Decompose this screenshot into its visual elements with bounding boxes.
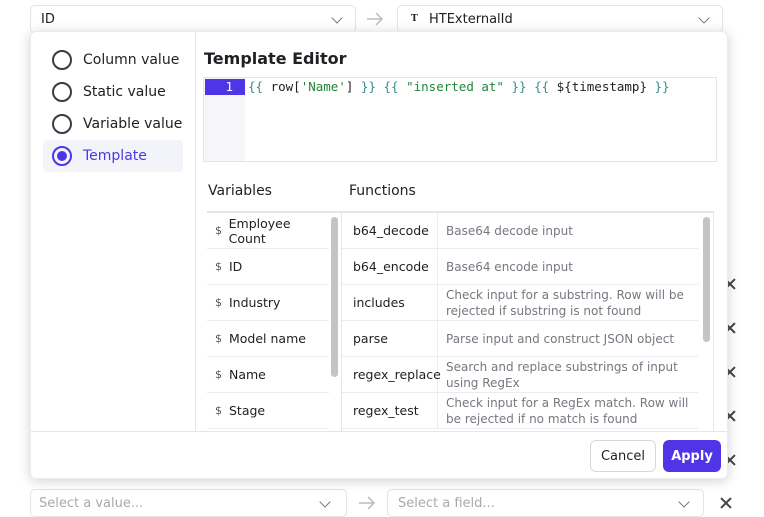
function-description: Base64 encode input <box>446 259 573 274</box>
option-label[interactable]: Template <box>83 148 147 164</box>
code-token <box>527 79 535 94</box>
code-token: {{ <box>383 79 399 94</box>
remove-icon[interactable] <box>720 497 732 509</box>
function-row[interactable]: regex_replace Search and replace substrin… <box>342 357 698 393</box>
function-row[interactable]: regex_test Check input for a RegEx match.… <box>342 393 698 429</box>
function-list: b64_decode Base64 decode input b64_encode B… <box>342 211 714 433</box>
function-description: Check input for a substring. Row will be… <box>446 287 684 318</box>
code-editor[interactable]: 1 {{ row['Name'] }} {{ "inserted at" }} … <box>203 77 717 162</box>
variable-row[interactable]: $ Stage <box>207 393 329 429</box>
code-token: {{ <box>248 79 264 94</box>
function-name: regex_test <box>342 393 438 428</box>
variable-row[interactable]: $ ID <box>207 249 329 285</box>
divider <box>195 32 196 431</box>
variables-title: Variables <box>208 183 272 199</box>
placeholder: Select a value... <box>39 496 144 511</box>
type-icon: T <box>411 14 418 24</box>
divider <box>341 211 342 431</box>
source-select[interactable]: ID <box>30 5 356 33</box>
function-description: Search and replace substrings of input u… <box>446 359 678 390</box>
arrow <box>367 12 384 26</box>
code-token: ${timestamp} <box>549 79 655 94</box>
scrollbar[interactable] <box>331 217 338 377</box>
line-number: 1 <box>205 79 245 95</box>
code-line: {{ row['Name'] }} {{ "inserted at" }} {{… <box>248 79 670 95</box>
function-name: b64_decode <box>342 213 438 248</box>
function-description: Check input for a RegEx match. Row will … <box>446 395 689 426</box>
variable-icon: $ <box>215 224 222 237</box>
function-row[interactable]: b64_encode Base64 encode input <box>342 249 698 285</box>
radio[interactable] <box>52 82 72 102</box>
variable-list: $ Employee Count $ ID $ Industry $ Model name $ N… <box>207 211 341 433</box>
variable-name: Industry <box>229 295 281 310</box>
function-description: Parse input and construct JSON object <box>446 331 675 346</box>
variable-icon: $ <box>215 332 222 345</box>
function-name: parse <box>342 321 438 356</box>
target-select[interactable]: T HTExternalId <box>397 5 723 33</box>
chevron <box>698 12 710 24</box>
chevron <box>678 496 690 508</box>
code-token: 'Name' <box>300 79 346 94</box>
variable-icon: $ <box>215 296 222 309</box>
code-token <box>399 79 407 94</box>
code-token: row[ <box>263 79 301 94</box>
variable-name: Name <box>229 367 266 382</box>
option-label[interactable]: Static value <box>83 84 166 100</box>
function-description: Base64 decode input <box>446 223 573 238</box>
option-label[interactable]: Variable value <box>83 116 183 132</box>
footer: Cancel Apply <box>31 431 727 478</box>
option-label[interactable]: Column value <box>83 52 180 68</box>
chevron <box>319 496 331 508</box>
variable-row[interactable]: $ Model name <box>207 321 329 357</box>
code-token: ] <box>345 79 361 94</box>
variable-icon: $ <box>215 260 222 273</box>
variable-icon: $ <box>215 368 222 381</box>
function-name: includes <box>342 285 438 320</box>
radio[interactable] <box>52 50 72 70</box>
apply-button[interactable]: Apply <box>663 440 721 472</box>
placeholder: Select a field... <box>398 496 495 511</box>
variable-name: Model name <box>229 331 306 346</box>
code-token: "inserted at" <box>406 79 504 94</box>
function-row[interactable]: includes Check input for a substring. Row… <box>342 285 698 321</box>
editor-title: Template Editor <box>204 49 347 68</box>
code-token: }} <box>654 79 670 94</box>
variable-row[interactable]: $ Name <box>207 357 329 393</box>
radio[interactable] <box>52 146 72 166</box>
radio[interactable] <box>52 114 72 134</box>
code-token: {{ <box>534 79 550 94</box>
cancel-button[interactable]: Cancel <box>590 440 656 472</box>
variable-name: ID <box>229 259 243 274</box>
variable-icon: $ <box>215 404 222 417</box>
code-token: }} <box>360 79 376 94</box>
scrollbar[interactable] <box>703 217 710 342</box>
function-name: b64_encode <box>342 249 438 284</box>
function-row[interactable]: parse Parse input and construct JSON obje… <box>342 321 698 357</box>
chevron <box>331 12 343 24</box>
function-row[interactable]: b64_decode Base64 decode input <box>342 213 698 249</box>
select-value: HTExternalId <box>429 12 513 27</box>
select-value: ID <box>41 12 55 27</box>
code-token <box>376 79 384 94</box>
variable-row[interactable]: $ Employee Count <box>207 213 329 249</box>
function-name: regex_replace <box>342 357 441 392</box>
modal: Column value Static value Variable value Te… <box>30 31 728 479</box>
code-token: }} <box>511 79 527 94</box>
variable-name: Employee Count <box>228 215 291 246</box>
functions-title: Functions <box>349 183 416 199</box>
value-select[interactable]: Select a value... <box>30 489 347 517</box>
variable-row[interactable]: $ Industry <box>207 285 329 321</box>
arrow <box>359 496 376 510</box>
field-select[interactable]: Select a field... <box>387 489 704 517</box>
variable-name: Stage <box>229 403 266 418</box>
